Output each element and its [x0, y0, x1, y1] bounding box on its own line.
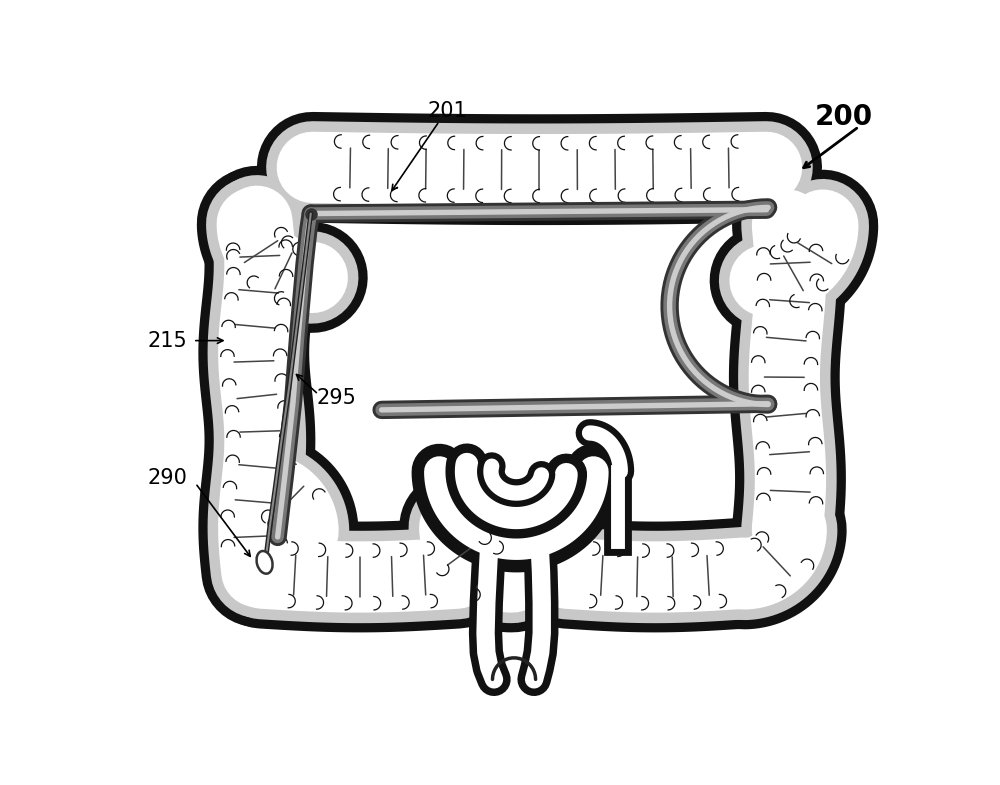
Text: 295: 295 — [316, 389, 356, 408]
Text: 215: 215 — [148, 330, 187, 351]
Text: 290: 290 — [148, 468, 187, 487]
Text: 201: 201 — [427, 101, 467, 121]
Text: 200: 200 — [815, 104, 873, 131]
Ellipse shape — [257, 551, 273, 574]
